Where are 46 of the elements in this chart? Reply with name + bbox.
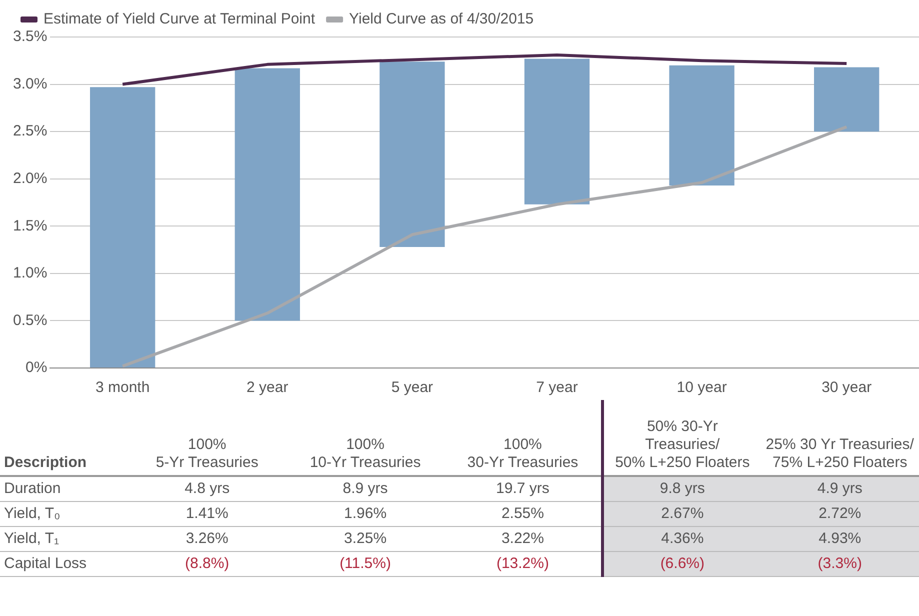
text: 25% 30 Yr Treasuries/ 75% L+250 Floaters bbox=[760, 400, 919, 476]
x-tick-label: 2 year bbox=[246, 379, 288, 396]
y-tick-label: 2.0% bbox=[12, 170, 48, 187]
y-tick-label: 3.5% bbox=[12, 28, 48, 46]
text: (6.6%) bbox=[602, 552, 761, 576]
text: 4.93% bbox=[760, 526, 919, 552]
text: 50% 30-Yr Treasuries/ 50% L+250 Floaters bbox=[602, 400, 761, 476]
y-tick-label: 2.5% bbox=[12, 122, 48, 140]
text: Capital Loss bbox=[0, 552, 128, 576]
y-tick-label: 0.5% bbox=[12, 312, 48, 329]
text: 4.8 yrs bbox=[128, 476, 286, 502]
x-tick-label: 3 month bbox=[95, 379, 150, 396]
text: (3.3%) bbox=[760, 552, 919, 576]
x-tick-label: 5 year bbox=[391, 379, 434, 396]
text: Yield, T₁ bbox=[0, 526, 128, 552]
x-tick-label: 30 year bbox=[822, 379, 872, 396]
legend-label: Estimate of Yield Curve at Terminal Point bbox=[44, 10, 316, 28]
y-tick-label: 0% bbox=[26, 359, 48, 376]
text: 1.96% bbox=[286, 502, 444, 526]
text: 2.72% bbox=[760, 502, 919, 526]
legend-label: Yield Curve as of 4/30/2015 bbox=[349, 10, 534, 28]
text: 100% 5-Yr Treasuries bbox=[128, 400, 286, 476]
text: 1.41% bbox=[128, 502, 286, 526]
x-tick-label: 7 year bbox=[536, 379, 578, 396]
text: Yield, T₀ bbox=[0, 502, 128, 526]
text: 100% 10-Yr Treasuries bbox=[286, 400, 444, 476]
text: 19.7 yrs bbox=[444, 476, 603, 502]
text: Duration bbox=[0, 476, 128, 502]
text: 3.26% bbox=[128, 526, 286, 552]
text: 4.36% bbox=[602, 526, 761, 552]
text: 2.55% bbox=[444, 502, 603, 526]
y-tick-label: 1.5% bbox=[12, 217, 48, 234]
x-tick-label: 10 year bbox=[676, 379, 727, 396]
y-tick-label: 3.0% bbox=[12, 75, 48, 92]
text: Description bbox=[0, 400, 128, 476]
text: 4.9 yrs bbox=[760, 476, 919, 502]
text: 100% 30-Yr Treasuries bbox=[444, 400, 603, 476]
text: 8.9 yrs bbox=[286, 476, 444, 502]
text: (11.5%) bbox=[286, 552, 444, 576]
text: (13.2%) bbox=[444, 552, 603, 576]
y-tick-label: 1.0% bbox=[12, 264, 48, 282]
text: 3.22% bbox=[444, 526, 603, 552]
text: 9.8 yrs bbox=[602, 476, 761, 502]
text: 2.67% bbox=[602, 502, 761, 526]
text: (8.8%) bbox=[128, 552, 286, 576]
text: 3.25% bbox=[286, 526, 444, 552]
